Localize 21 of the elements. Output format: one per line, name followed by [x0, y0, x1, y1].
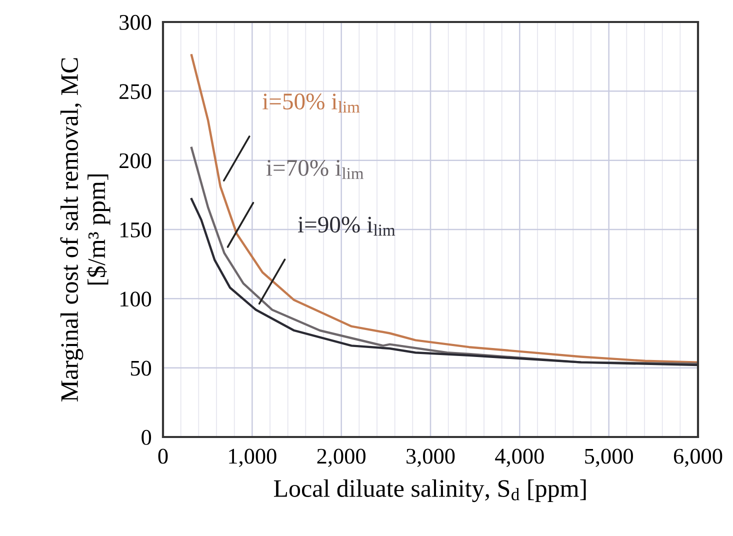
y-axis-title: Marginal cost of salt removal, MC [$/m³ ppm] [60, 58, 110, 402]
x-tick-label: 2,000 [317, 448, 366, 467]
annotation: i=50% i$_{lim}$ [262, 94, 360, 112]
y-tick-label: 150 [120, 222, 152, 238]
x-tick-label: 1,000 [229, 448, 276, 467]
x-tick-label: 4,000 [495, 448, 544, 467]
x-tick-label: 3,000 [406, 448, 455, 467]
line-series [190, 146, 698, 365]
y-tick-label: 300 [120, 14, 152, 30]
y-tick-label: 250 [120, 84, 152, 100]
annotation: i=70% i$_{lim}$ [266, 160, 364, 179]
y-tick-label: 0 [142, 430, 152, 445]
y-tick-label: 200 [120, 153, 152, 168]
x-tick-label: 5,000 [585, 448, 633, 467]
line-series [190, 54, 698, 364]
x-axis-title: Local diluate salinity, S$_{d}$ [ppm] [274, 479, 586, 502]
x-tick-label: 0 [158, 448, 168, 464]
y-tick-label: 100 [120, 292, 152, 307]
annotation: i=90% i$_{lim}$ [298, 216, 396, 236]
x-tick-label: 6,000 [674, 448, 722, 467]
y-tick-label: 50 [130, 360, 152, 376]
